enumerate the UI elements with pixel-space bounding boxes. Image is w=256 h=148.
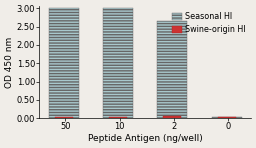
Y-axis label: OD 450 nm: OD 450 nm <box>5 37 14 88</box>
Bar <box>218 117 236 118</box>
Bar <box>163 116 181 118</box>
Bar <box>103 8 133 118</box>
Bar <box>157 21 187 118</box>
Legend: Seasonal HI, Swine-origin HI: Seasonal HI, Swine-origin HI <box>170 11 247 36</box>
Bar <box>212 117 241 118</box>
Bar <box>109 117 127 118</box>
Bar <box>49 8 79 118</box>
X-axis label: Peptide Antigen (ng/well): Peptide Antigen (ng/well) <box>88 134 202 143</box>
Bar <box>55 117 73 118</box>
